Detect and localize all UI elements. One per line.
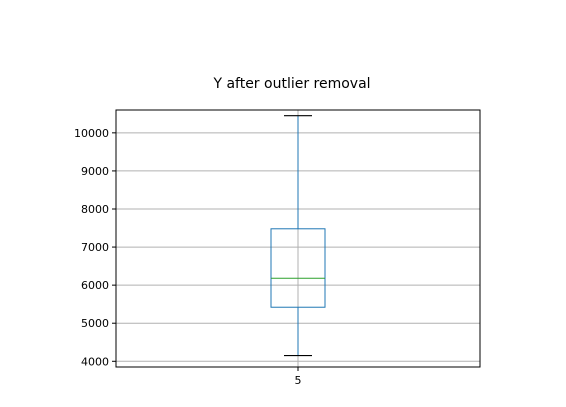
x-tick-label: 5 bbox=[295, 374, 302, 387]
x-axis-ticks: 5 bbox=[295, 367, 302, 387]
y-tick-label: 9000 bbox=[81, 165, 109, 178]
y-tick-label: 8000 bbox=[81, 203, 109, 216]
y-axis-ticks: 4000 5000 6000 7000 8000 9000 10000 bbox=[74, 127, 116, 368]
y-tick-label: 5000 bbox=[81, 317, 109, 330]
y-tick-label: 10000 bbox=[74, 127, 109, 140]
y-tick-label: 6000 bbox=[81, 279, 109, 292]
y-tick-label: 4000 bbox=[81, 355, 109, 368]
chart-title: Y after outlier removal bbox=[212, 76, 370, 92]
y-tick-label: 7000 bbox=[81, 241, 109, 254]
